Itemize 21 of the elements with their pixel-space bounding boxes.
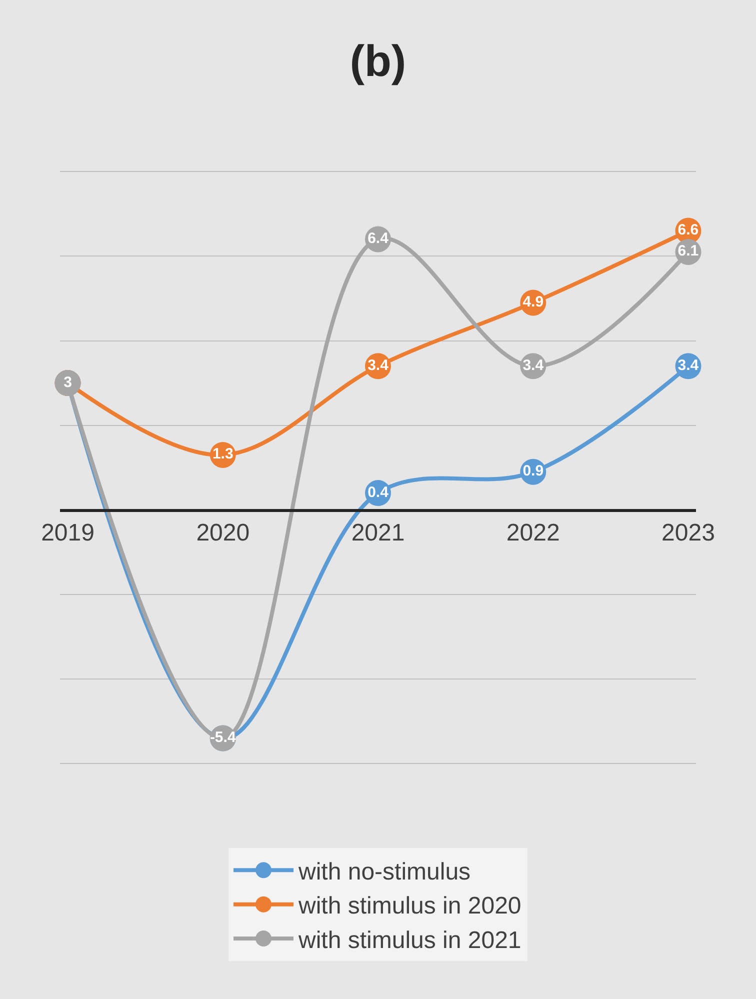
data-label: 3.4	[522, 356, 544, 374]
data-label: 3.4	[678, 356, 700, 374]
data-label: 1.3	[212, 446, 234, 463]
data-label: 6.1	[678, 242, 699, 260]
legend-label: with no-stimulus	[298, 858, 471, 886]
x-tick-label: 2020	[196, 520, 250, 547]
data-label: 4.9	[522, 293, 544, 310]
data-label: -5.4	[210, 729, 236, 746]
data-label: 3.4	[368, 356, 390, 374]
data-label: 6.6	[678, 222, 699, 239]
legend-label: with stimulus in 2021	[298, 926, 522, 954]
x-tick-label: 2023	[662, 520, 715, 547]
legend-label: with stimulus in 2020	[298, 892, 522, 920]
x-tick-label: 2021	[351, 520, 405, 547]
data-label: 3	[64, 374, 72, 391]
data-label: 0.4	[368, 484, 390, 501]
data-label: 0.9	[522, 462, 544, 480]
x-tick-label: 2022	[506, 520, 560, 547]
data-label: 6.4	[368, 230, 390, 248]
x-tick-label: 2019	[41, 520, 94, 547]
chart-title: (b)	[350, 36, 406, 86]
